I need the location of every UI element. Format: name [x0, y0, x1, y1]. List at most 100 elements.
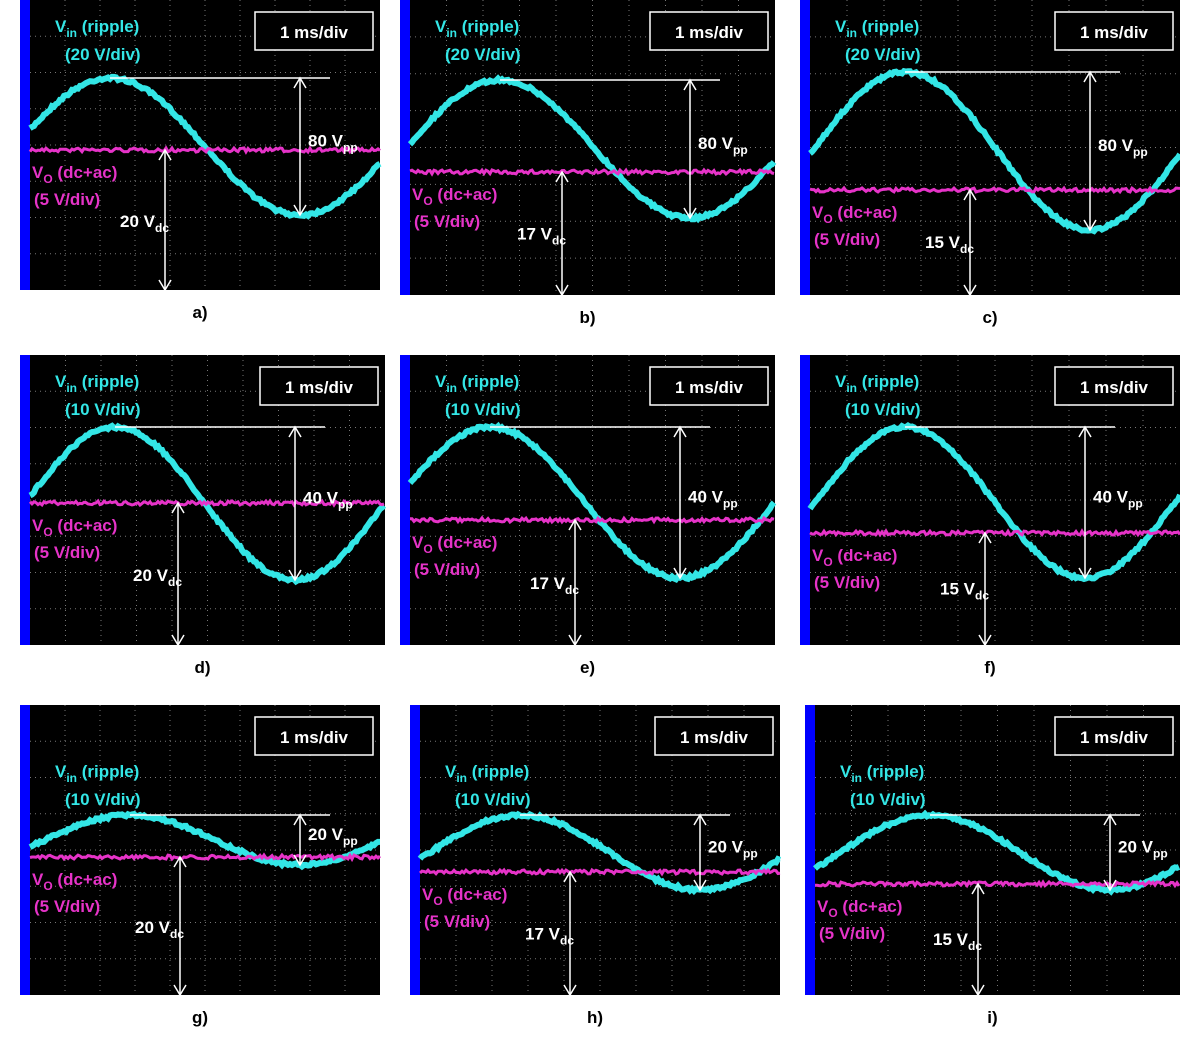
channel-strip	[20, 355, 30, 645]
caption: f)	[984, 658, 995, 677]
vdc-label-main: 20 V	[120, 212, 156, 231]
vin-label-main: V	[435, 372, 447, 391]
vin-scale: (10 V/div)	[65, 400, 141, 419]
vo-label-sub: O	[823, 555, 832, 569]
caption: h)	[587, 1008, 603, 1027]
channel-strip	[400, 0, 410, 295]
vpp-label-sub: pp	[1128, 497, 1143, 511]
vo-label-main: V	[32, 870, 44, 889]
vin-label-sub: in	[846, 381, 857, 395]
vo-label-rest: (dc+ac)	[53, 870, 118, 889]
vin-label-main: V	[435, 17, 447, 36]
vin-label-main: V	[445, 762, 457, 781]
vin-label-main: V	[835, 17, 847, 36]
vin-label-sub: in	[66, 381, 77, 395]
vdc-label-sub: dc	[170, 927, 184, 941]
vo-label-rest: (dc+ac)	[833, 546, 898, 565]
vpp-label-main: 80 V	[698, 134, 734, 153]
caption: i)	[987, 1008, 997, 1027]
caption: c)	[982, 308, 997, 327]
vo-label-sub: O	[423, 542, 432, 556]
figure: 1 ms/divVin (ripple)(20 V/div)80 VppVO (…	[0, 0, 1180, 1041]
vin-label-main: V	[55, 17, 67, 36]
vin-scale: (10 V/div)	[445, 400, 521, 419]
time-div: 1 ms/div	[1080, 23, 1149, 42]
vo-scale: (5 V/div)	[34, 543, 100, 562]
vo-label-sub: O	[423, 194, 432, 208]
vo-label-main: V	[412, 533, 424, 552]
vin-label-main: V	[840, 762, 852, 781]
vin-label-sub: in	[446, 26, 457, 40]
vpp-label-main: 20 V	[1118, 838, 1154, 857]
vpp-label-sub: pp	[723, 497, 738, 511]
vo-label-sub: O	[828, 906, 837, 920]
vpp-label-sub: pp	[743, 847, 758, 861]
vo-label-rest: (dc+ac)	[443, 885, 508, 904]
vo-label-sub: O	[43, 879, 52, 893]
channel-strip	[410, 705, 420, 995]
vpp-label-main: 20 V	[708, 838, 744, 857]
vo-label-rest: (dc+ac)	[53, 516, 118, 535]
vo-scale: (5 V/div)	[819, 924, 885, 943]
vo-label-sub: O	[433, 894, 442, 908]
vpp-label-main: 40 V	[688, 488, 724, 507]
vo-label-rest: (dc+ac)	[433, 533, 498, 552]
vin-scale: (10 V/div)	[850, 790, 926, 809]
vdc-label-sub: dc	[168, 575, 182, 589]
vdc-label-main: 20 V	[135, 918, 171, 937]
channel-strip	[800, 0, 810, 295]
vpp-label-sub: pp	[343, 141, 358, 155]
vo-label-sub: O	[823, 212, 832, 226]
time-div: 1 ms/div	[1080, 378, 1149, 397]
vpp-label-main: 40 V	[1093, 488, 1129, 507]
vo-scale: (5 V/div)	[34, 190, 100, 209]
vdc-label-main: 17 V	[517, 225, 553, 244]
caption: d)	[194, 658, 210, 677]
page: {"panels": [ {"caption": "a)", "time_div…	[0, 0, 1180, 1041]
caption: a)	[192, 303, 207, 322]
vin-label-sub: in	[66, 26, 77, 40]
vin-label-rest: (ripple)	[857, 372, 919, 391]
vo-label-rest: (dc+ac)	[833, 203, 898, 222]
vin-label-rest: (ripple)	[77, 372, 139, 391]
vin-label-rest: (ripple)	[77, 17, 139, 36]
vin-label-rest: (ripple)	[77, 762, 139, 781]
vo-scale: (5 V/div)	[414, 560, 480, 579]
vo-scale: (5 V/div)	[814, 573, 880, 592]
vin-scale: (10 V/div)	[65, 790, 141, 809]
vdc-label-main: 17 V	[525, 925, 561, 944]
vo-label-main: V	[32, 163, 44, 182]
time-div: 1 ms/div	[675, 378, 744, 397]
vo-label-main: V	[812, 203, 824, 222]
channel-strip	[400, 355, 410, 645]
vo-label-sub: O	[43, 525, 52, 539]
channel-strip	[20, 705, 30, 995]
vin-label-sub: in	[446, 381, 457, 395]
vo-label-rest: (dc+ac)	[53, 163, 118, 182]
vpp-label-sub: pp	[1153, 847, 1168, 861]
vin-label-rest: (ripple)	[862, 762, 924, 781]
vo-label-main: V	[32, 516, 44, 535]
vdc-label-main: 20 V	[133, 566, 169, 585]
vin-label-main: V	[55, 372, 67, 391]
vdc-label-sub: dc	[552, 234, 566, 248]
time-div: 1 ms/div	[675, 23, 744, 42]
vin-scale: (10 V/div)	[455, 790, 531, 809]
vo-label-main: V	[422, 885, 434, 904]
vo-scale: (5 V/div)	[34, 897, 100, 916]
time-div: 1 ms/div	[280, 23, 349, 42]
time-div: 1 ms/div	[280, 728, 349, 747]
vdc-label-main: 15 V	[933, 930, 969, 949]
channel-strip	[20, 0, 30, 290]
vdc-label-sub: dc	[565, 583, 579, 597]
channel-strip	[805, 705, 815, 995]
vdc-label-sub: dc	[560, 934, 574, 948]
vdc-label-main: 15 V	[940, 580, 976, 599]
caption: e)	[580, 658, 595, 677]
vo-label-rest: (dc+ac)	[838, 897, 903, 916]
vdc-label-main: 15 V	[925, 233, 961, 252]
vin-label-rest: (ripple)	[467, 762, 529, 781]
vo-scale: (5 V/div)	[414, 212, 480, 231]
vo-label-main: V	[812, 546, 824, 565]
time-div: 1 ms/div	[680, 728, 749, 747]
